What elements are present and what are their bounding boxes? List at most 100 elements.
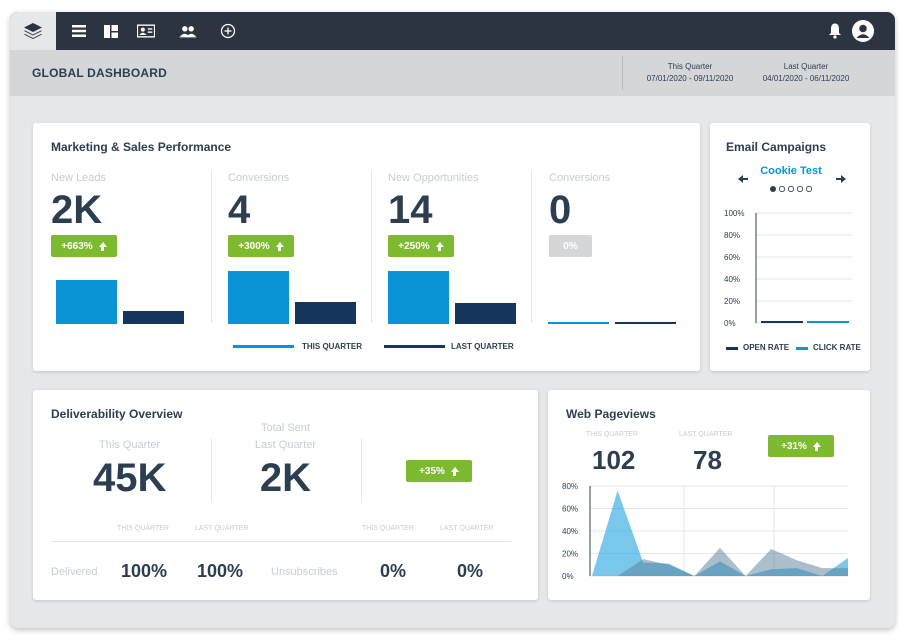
legend-swatch-click-rate bbox=[796, 347, 808, 350]
arrow-right-icon[interactable] bbox=[836, 171, 846, 183]
metric-label: Last Quarter bbox=[254, 439, 317, 451]
y-tick-label: 100% bbox=[724, 209, 744, 218]
deliverability-card: Deliverability Overview This Quarter 45K… bbox=[33, 390, 538, 600]
change-value: +31% bbox=[781, 440, 807, 452]
arrow-up-icon bbox=[98, 241, 107, 251]
add-circle-icon[interactable] bbox=[219, 22, 237, 40]
metric-label: Conversions bbox=[228, 172, 290, 184]
pageviews-chart: 80% 60% 40% 20% 0% bbox=[562, 482, 848, 581]
this-quarter-range: This Quarter 07/01/2020 - 09/11/2020 bbox=[638, 61, 742, 85]
bar-last-quarter bbox=[123, 311, 184, 324]
email-campaigns-card: Email Campaigns Cookie Test 100% 80% 60% 40… bbox=[710, 123, 870, 371]
y-tick-label: 60% bbox=[724, 253, 740, 262]
bar-click-rate bbox=[807, 321, 849, 323]
card-title: Deliverability Overview bbox=[51, 407, 183, 421]
row-value: 100% bbox=[121, 561, 168, 581]
layers-logo-icon[interactable] bbox=[10, 12, 56, 50]
metric-value: 2K bbox=[259, 456, 312, 500]
change-badge: +250% bbox=[388, 235, 454, 257]
metric-value: 78 bbox=[693, 445, 722, 475]
y-tick-label: 40% bbox=[562, 527, 578, 536]
y-tick-label: 0% bbox=[724, 319, 736, 328]
arrow-up-icon bbox=[450, 466, 459, 476]
card-title: Web Pageviews bbox=[566, 407, 656, 421]
top-nav-bar bbox=[10, 12, 895, 50]
metric-value: 2K bbox=[51, 188, 103, 232]
metric-label: New Opportunities bbox=[388, 172, 479, 184]
divider bbox=[211, 171, 212, 323]
legend-label: LAST QUARTER bbox=[451, 342, 514, 351]
arrow-up-icon bbox=[812, 441, 821, 451]
bar-this-quarter bbox=[56, 280, 117, 324]
legend-swatch-last-quarter bbox=[384, 345, 445, 348]
subheader: GLOBAL DASHBOARD This Quarter 07/01/2020… bbox=[10, 50, 895, 96]
users-icon[interactable] bbox=[179, 22, 197, 40]
metric-label: This Quarter bbox=[99, 439, 161, 451]
last-quarter-dates: 04/01/2020 - 06/11/2020 bbox=[762, 74, 850, 83]
y-tick-label: 80% bbox=[724, 231, 740, 240]
bar-this-quarter bbox=[228, 271, 289, 324]
divider bbox=[622, 56, 623, 90]
y-tick-label: 20% bbox=[724, 297, 740, 306]
email-chart: 100% 80% 60% 40% 20% 0% bbox=[724, 209, 852, 328]
row-value: 0% bbox=[457, 561, 484, 581]
arrow-up-icon bbox=[435, 241, 444, 251]
legend-label: THIS QUARTER bbox=[302, 342, 362, 351]
marketing-sales-card: Marketing & Sales Performance New Leads … bbox=[33, 123, 700, 371]
dashboard-grid-icon[interactable] bbox=[102, 22, 120, 40]
change-value: 0% bbox=[563, 240, 578, 252]
divider bbox=[361, 438, 362, 502]
change-value: +250% bbox=[398, 240, 430, 252]
legend-swatch-open-rate bbox=[726, 347, 738, 350]
bar-open-rate bbox=[761, 321, 803, 323]
last-quarter-label: Last Quarter bbox=[783, 62, 829, 71]
row-value: 0% bbox=[380, 561, 407, 581]
this-quarter-dates: 07/01/2020 - 09/11/2020 bbox=[646, 74, 734, 83]
area-last-quarter bbox=[592, 547, 848, 576]
row-label: Delivered bbox=[51, 566, 98, 578]
card-title: Email Campaigns bbox=[726, 140, 827, 154]
change-badge: 0% bbox=[549, 235, 592, 257]
arrow-left-icon[interactable] bbox=[738, 171, 748, 183]
area-this-quarter bbox=[592, 490, 848, 576]
bar-last-quarter bbox=[295, 302, 356, 324]
this-quarter-label: This Quarter bbox=[667, 62, 713, 71]
app-window: GLOBAL DASHBOARD This Quarter 07/01/2020… bbox=[10, 12, 895, 628]
column-header: THIS QUARTER bbox=[586, 431, 638, 438]
change-value: +35% bbox=[419, 465, 445, 477]
metric-label: Conversions bbox=[549, 172, 611, 184]
bar-last-quarter bbox=[615, 322, 676, 324]
metric-value: 14 bbox=[388, 188, 433, 232]
bar-this-quarter bbox=[548, 322, 609, 324]
legend-swatch-this-quarter bbox=[233, 345, 294, 348]
metric-value: 45K bbox=[93, 456, 167, 500]
row-label: Unsubscribes bbox=[271, 566, 338, 578]
change-badge: +35% bbox=[406, 460, 472, 482]
metric-value: 0 bbox=[549, 188, 572, 232]
bar-last-quarter bbox=[455, 303, 516, 324]
web-pageviews-card: Web Pageviews THIS QUARTER LAST QUARTER … bbox=[548, 390, 870, 600]
change-badge: +663% bbox=[51, 235, 117, 257]
column-header: LAST QUARTER bbox=[195, 525, 249, 532]
divider bbox=[531, 171, 532, 323]
list-icon[interactable] bbox=[70, 22, 88, 40]
page-title: GLOBAL DASHBOARD bbox=[32, 66, 167, 80]
divider bbox=[211, 438, 212, 502]
last-quarter-range: Last Quarter 04/01/2020 - 06/11/2020 bbox=[754, 61, 858, 85]
contact-card-icon[interactable] bbox=[137, 22, 155, 40]
row-value: 100% bbox=[197, 561, 244, 581]
metric-value: 4 bbox=[228, 188, 251, 232]
metric-value: 102 bbox=[592, 445, 636, 475]
legend-label: OPEN RATE bbox=[743, 343, 790, 352]
legend-label: CLICK RATE bbox=[813, 343, 861, 352]
column-header: LAST QUARTER bbox=[679, 431, 733, 438]
change-badge: +300% bbox=[228, 235, 294, 257]
metric-label: New Leads bbox=[51, 172, 107, 184]
bar-this-quarter bbox=[388, 271, 449, 324]
campaign-name[interactable]: Cookie Test bbox=[760, 165, 822, 177]
carousel-dots[interactable] bbox=[769, 180, 815, 193]
column-header: THIS QUARTER bbox=[117, 525, 169, 532]
user-avatar-icon[interactable] bbox=[852, 20, 874, 42]
bell-icon[interactable] bbox=[828, 22, 844, 40]
divider bbox=[51, 541, 511, 542]
